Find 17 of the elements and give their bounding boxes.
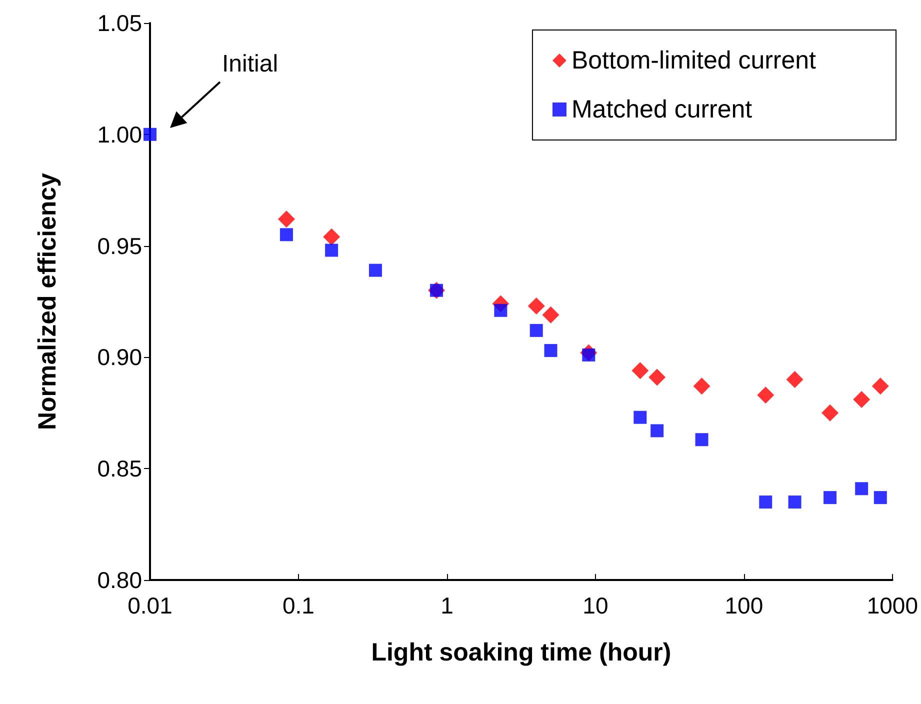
y-tick-label: 0.95	[97, 232, 142, 259]
y-tick-label: 1.00	[97, 121, 142, 148]
y-tick-label: 0.85	[97, 456, 142, 482]
y-tick-label: 0.90	[97, 344, 142, 370]
x-tick-label: 100	[724, 592, 764, 618]
x-tick-label: 10	[582, 592, 608, 618]
y-axis-title: Normalized efficiency	[34, 172, 62, 430]
annotation: Initial	[222, 50, 278, 78]
x-tick-label: 0.1	[282, 592, 314, 618]
x-axis-title: Light soaking time (hour)	[371, 638, 672, 666]
y-tick-label: 1.05	[97, 10, 142, 36]
x-tick-label: 0.01	[128, 592, 172, 618]
legend-label: Matched current	[571, 96, 752, 124]
x-tick-label: 1000	[866, 592, 918, 618]
y-tick-label: 0.80	[97, 567, 142, 593]
x-tick-label: 1	[440, 592, 454, 618]
legend-label: Bottom-limited current	[571, 46, 816, 74]
